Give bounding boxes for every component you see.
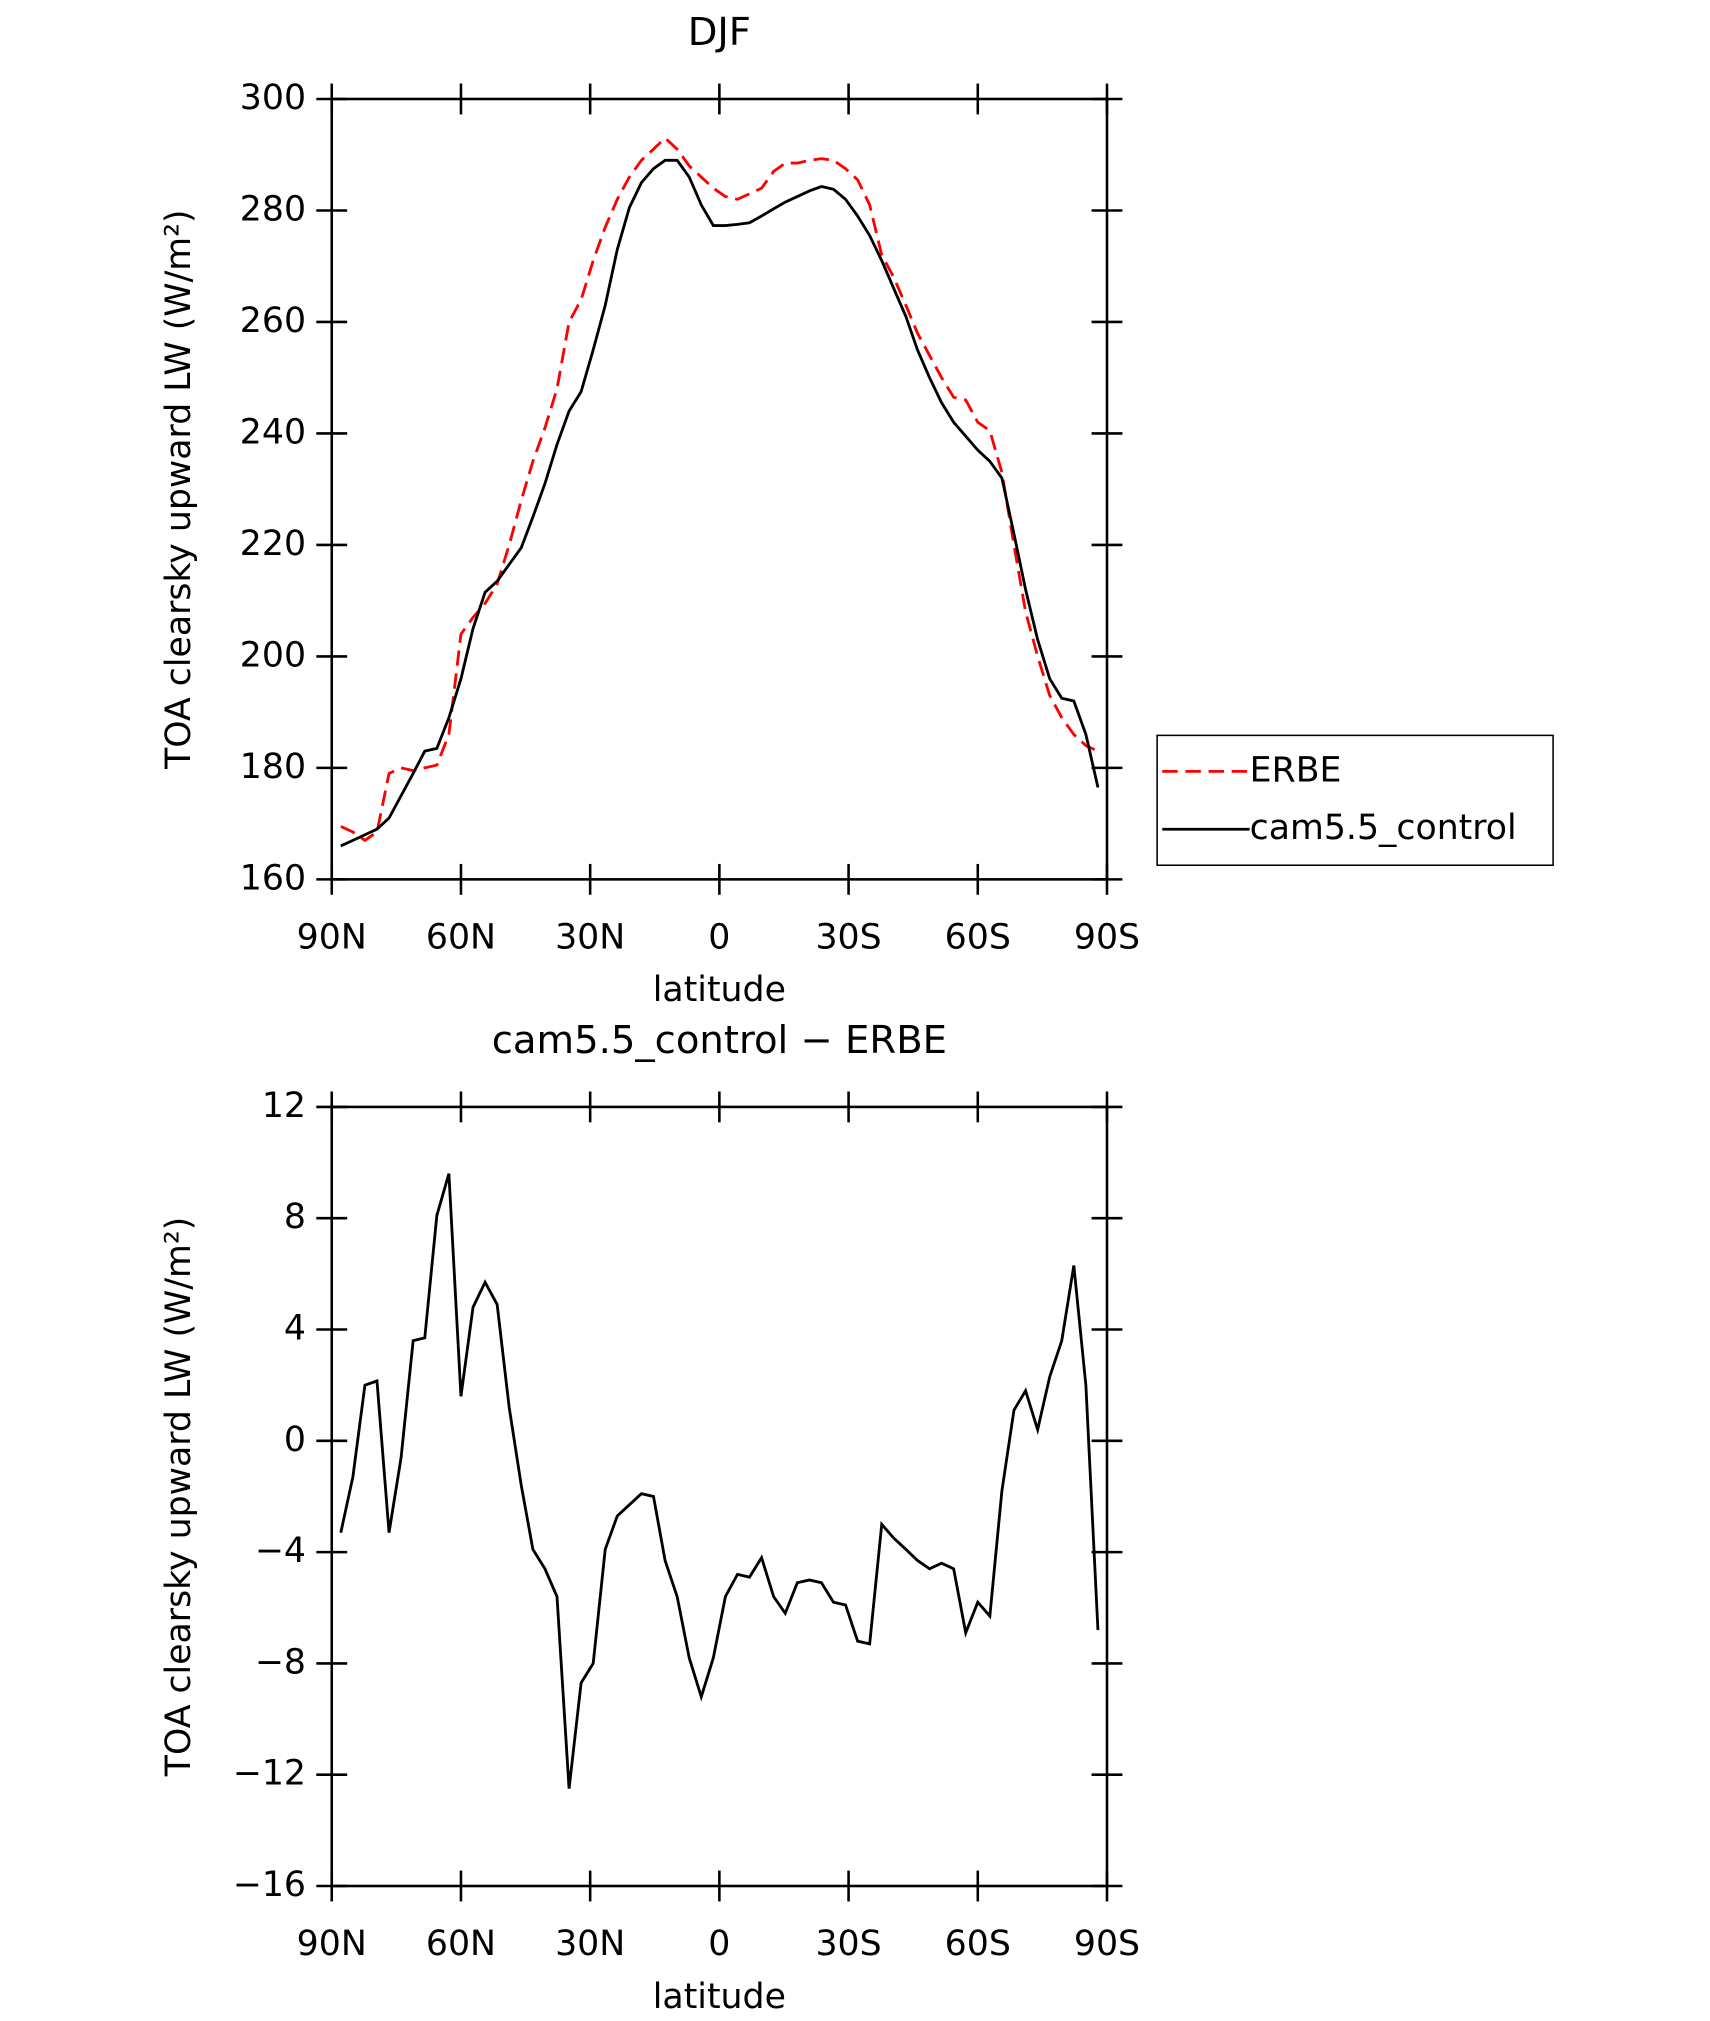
data-line <box>339 1173 1100 1789</box>
y-axis-label: TOA clearsky upward LW (W/m²) <box>159 209 199 769</box>
y-tick-label: 260 <box>240 301 306 341</box>
chart-title: DJF <box>688 10 751 55</box>
x-tick-label: 60N <box>426 1924 496 1964</box>
x-tick-label: 60N <box>426 918 496 958</box>
x-tick-label: 30N <box>555 918 625 958</box>
x-axis-label: latitude <box>653 1977 786 2017</box>
x-tick-label: 90S <box>1074 1924 1140 1964</box>
x-tick-label: 60S <box>945 1924 1011 1964</box>
y-tick-label: −12 <box>233 1754 306 1794</box>
y-tick-label: 0 <box>284 1420 306 1460</box>
legend-label: cam5.5_control <box>1250 808 1517 848</box>
x-axis-label: latitude <box>653 970 786 1010</box>
legend-box <box>1156 734 1554 866</box>
y-tick-label: 240 <box>240 412 306 452</box>
y-tick-label: 200 <box>240 635 306 675</box>
y-tick-label: 4 <box>284 1309 306 1349</box>
x-tick-label: 0 <box>708 1924 730 1964</box>
y-tick-label: 300 <box>240 78 306 118</box>
x-tick-label: 30N <box>555 1924 625 1964</box>
x-tick-label: 60S <box>945 918 1011 958</box>
x-tick-label: 30S <box>815 1924 881 1964</box>
plot-frame <box>330 1105 1109 1888</box>
x-tick-label: 0 <box>708 918 730 958</box>
y-tick-label: 220 <box>240 524 306 564</box>
y-tick-label: −4 <box>255 1531 306 1571</box>
x-tick-label: 90N <box>297 918 367 958</box>
y-axis-label: TOA clearsky upward LW (W/m²) <box>159 1217 199 1777</box>
x-tick-label: 30S <box>815 918 881 958</box>
y-tick-label: 180 <box>240 747 306 787</box>
data-line <box>340 136 1099 843</box>
data-line <box>340 158 1100 848</box>
y-tick-label: −16 <box>233 1865 306 1905</box>
chart-title: cam5.5_control − ERBE <box>492 1018 947 1063</box>
y-tick-label: 12 <box>262 1086 306 1126</box>
plot-frame <box>330 97 1109 881</box>
legend-label: ERBE <box>1250 750 1342 790</box>
y-tick-label: −8 <box>255 1642 306 1682</box>
y-tick-label: 160 <box>240 858 306 898</box>
y-tick-label: 280 <box>240 189 306 229</box>
x-tick-label: 90N <box>297 1924 367 1964</box>
x-tick-label: 90S <box>1074 918 1140 958</box>
y-tick-label: 8 <box>284 1197 306 1237</box>
